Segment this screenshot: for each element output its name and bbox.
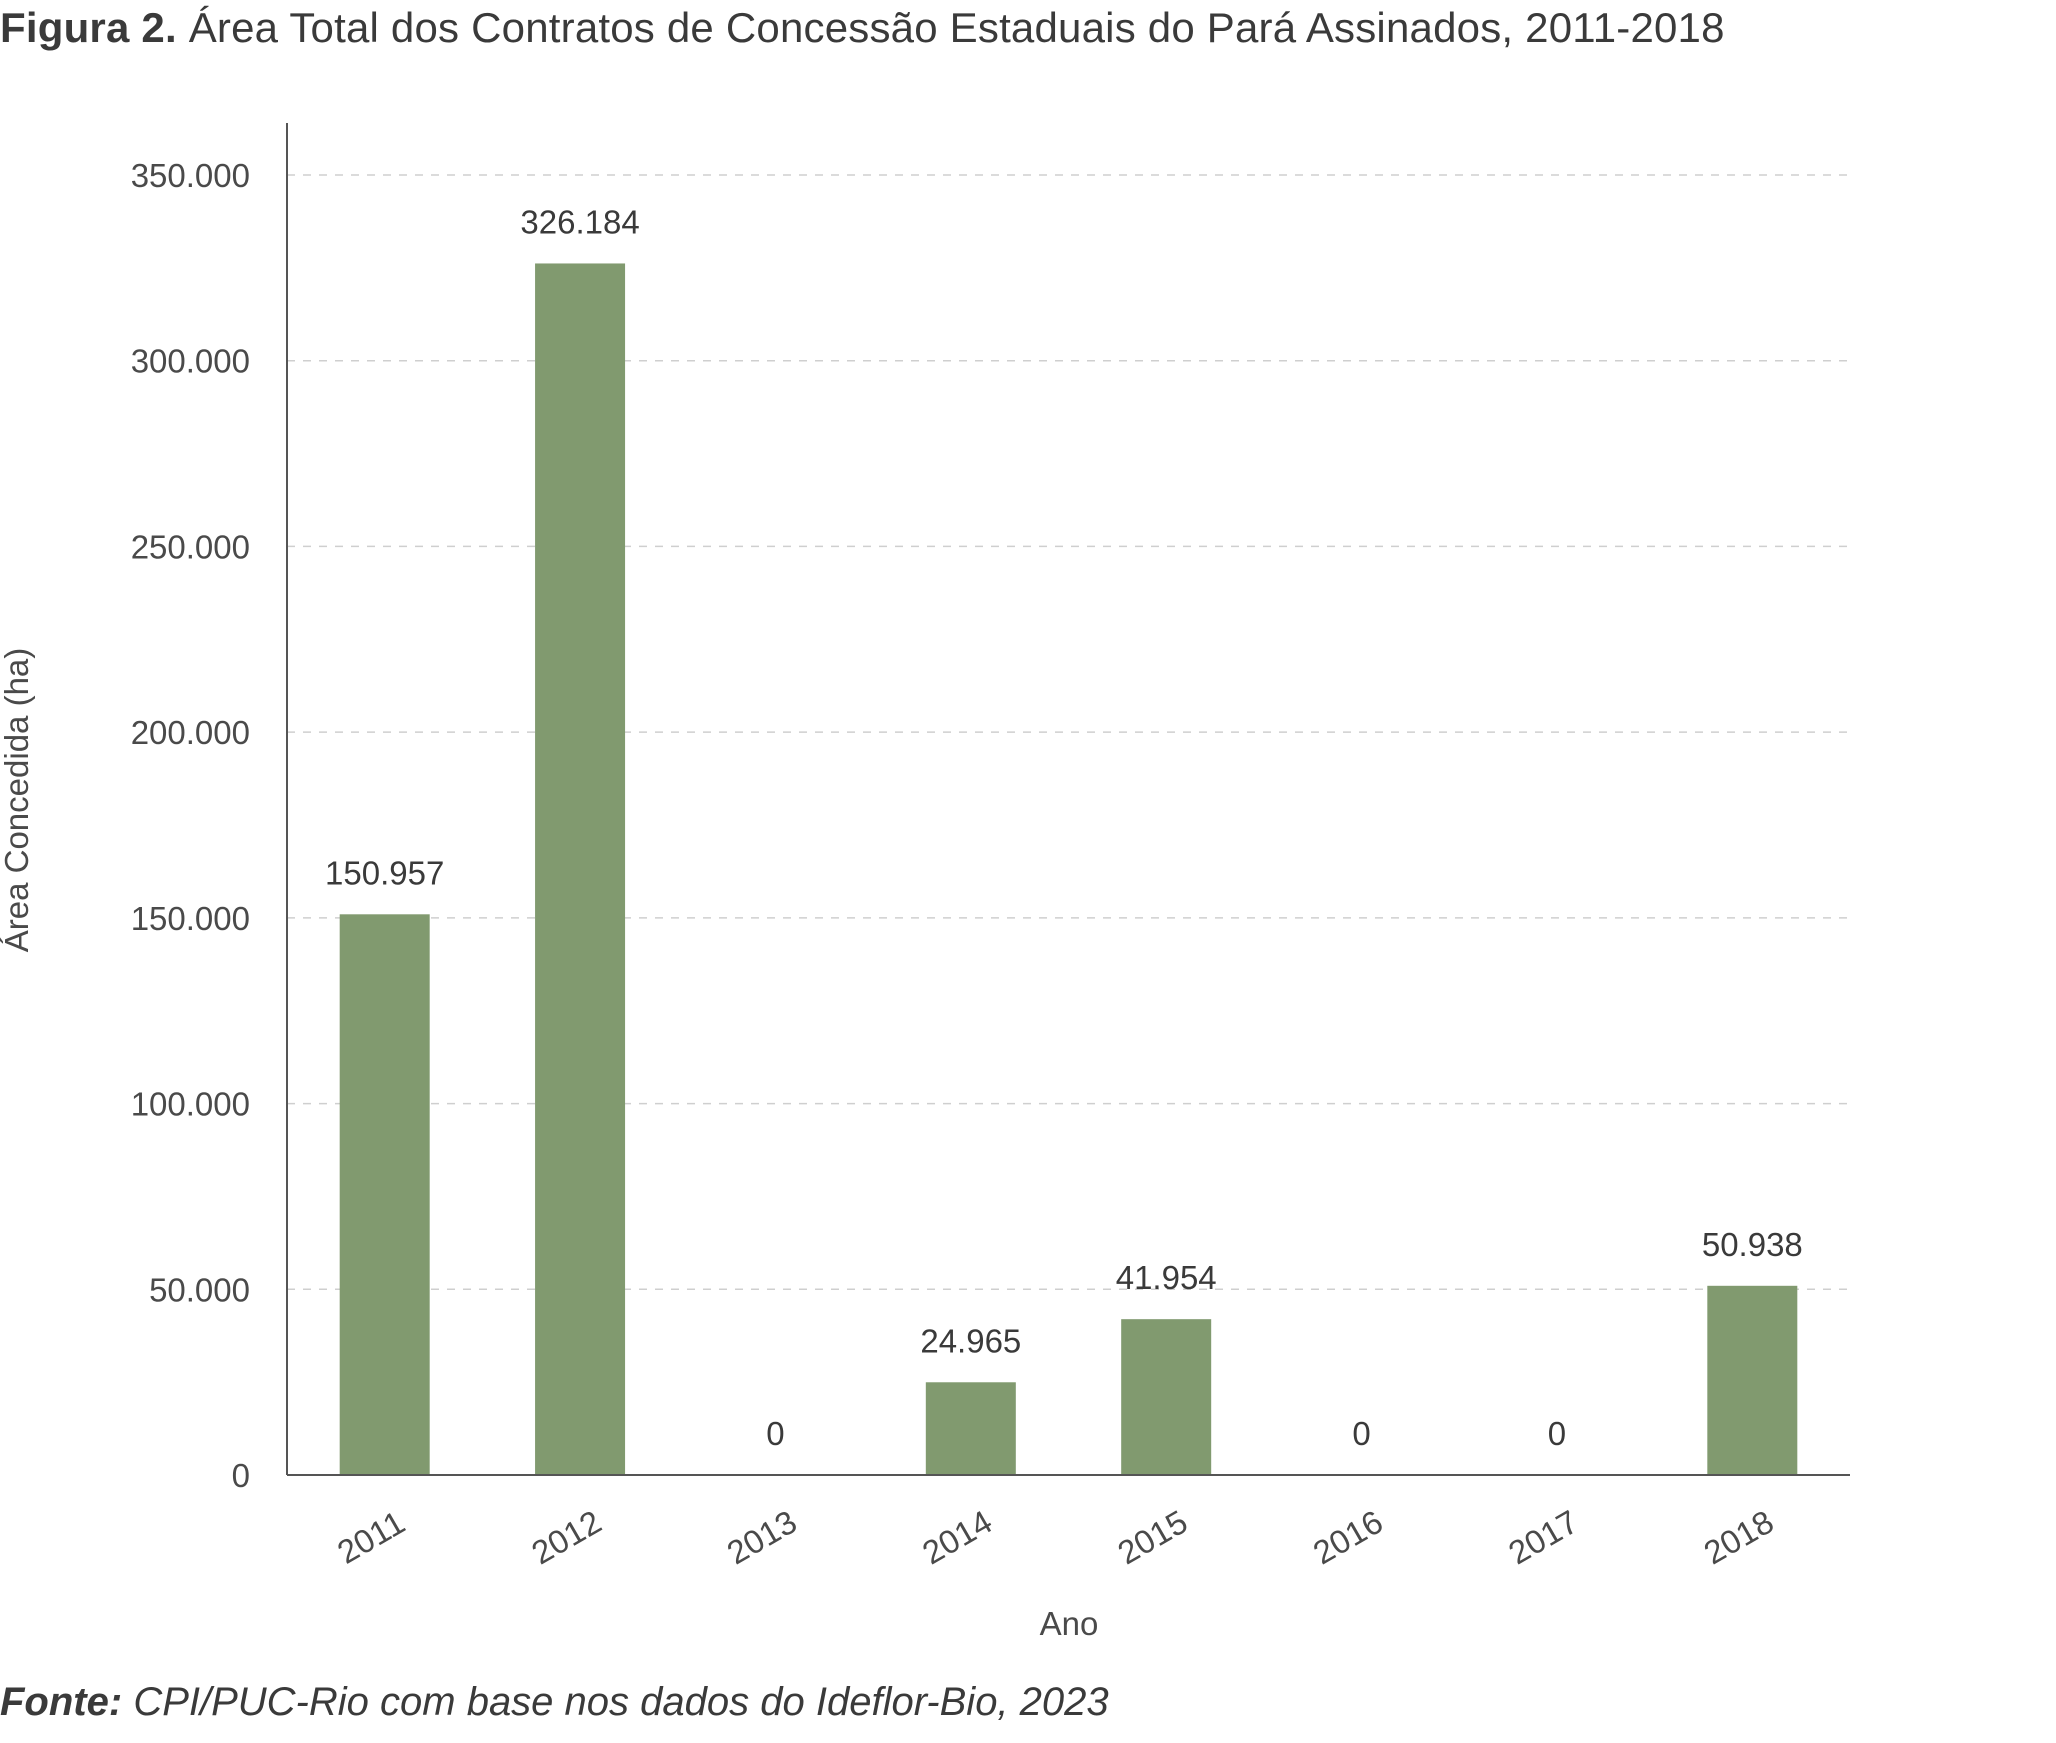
y-tick-label: 100.000 [131, 1086, 250, 1123]
grid-lines [287, 174, 1850, 1291]
y-tick-label: 200.000 [131, 714, 250, 751]
x-tick-label-2014: 2014 [916, 1503, 998, 1572]
data-label-2015: 41.954 [1116, 1259, 1217, 1296]
data-label-2011: 150.957 [325, 854, 444, 891]
source-note: Fonte: CPI/PUC-Rio com base nos dados do… [0, 1680, 1109, 1725]
axes [286, 123, 1850, 1476]
data-labels: 150.957 326.184 0 24.965 41.954 0 0 50.938 [325, 203, 1803, 1452]
bar-2011 [339, 914, 430, 1475]
y-tick-label: 50.000 [149, 1271, 250, 1308]
y-tick-labels: 0 50.000 100.000 150.000 200.000 250.000 300.0… [131, 157, 250, 1494]
data-label-2018: 50.938 [1702, 1226, 1803, 1263]
bar-2012 [535, 263, 626, 1475]
x-tick-label-2015: 2015 [1111, 1503, 1193, 1572]
bar-2015 [1121, 1319, 1212, 1475]
x-tick-label-2013: 2013 [721, 1503, 803, 1572]
x-tick-label-2016: 2016 [1307, 1503, 1389, 1572]
x-tick-label-2011: 2011 [331, 1503, 411, 1571]
bars [339, 263, 1798, 1475]
data-label-2013: 0 [766, 1415, 784, 1452]
bar-2018 [1707, 1285, 1798, 1475]
data-label-2017: 0 [1548, 1415, 1566, 1452]
x-tick-label-2017: 2017 [1502, 1503, 1584, 1572]
x-tick-label-2018: 2018 [1698, 1503, 1780, 1572]
y-tick-label: 0 [232, 1457, 250, 1494]
x-tick-label-2012: 2012 [525, 1503, 607, 1572]
data-label-2014: 24.965 [920, 1322, 1021, 1359]
x-axis-title: Ano [1040, 1605, 1099, 1642]
data-label-2012: 326.184 [520, 203, 639, 240]
figure-title-text: Área Total dos Contratos de Concessão Es… [188, 4, 1725, 51]
figure-label: Figura 2. [0, 4, 177, 51]
y-tick-label: 300.000 [131, 343, 250, 380]
y-tick-label: 250.000 [131, 528, 250, 565]
source-label: Fonte: [0, 1680, 123, 1724]
y-axis-title: Área Concedida (ha) [0, 648, 35, 953]
data-label-2016: 0 [1352, 1415, 1370, 1452]
figure-title: Figura 2. Área Total dos Contratos de Co… [0, 4, 1725, 52]
y-tick-label: 350.000 [131, 157, 250, 194]
y-tick-label: 150.000 [131, 900, 250, 937]
source-text: CPI/PUC-Rio com base nos dados do Ideflo… [133, 1680, 1109, 1724]
bar-2014 [925, 1382, 1016, 1475]
x-tick-labels: 2011 2012 2013 2014 2015 2016 2017 2018 [331, 1503, 1780, 1572]
